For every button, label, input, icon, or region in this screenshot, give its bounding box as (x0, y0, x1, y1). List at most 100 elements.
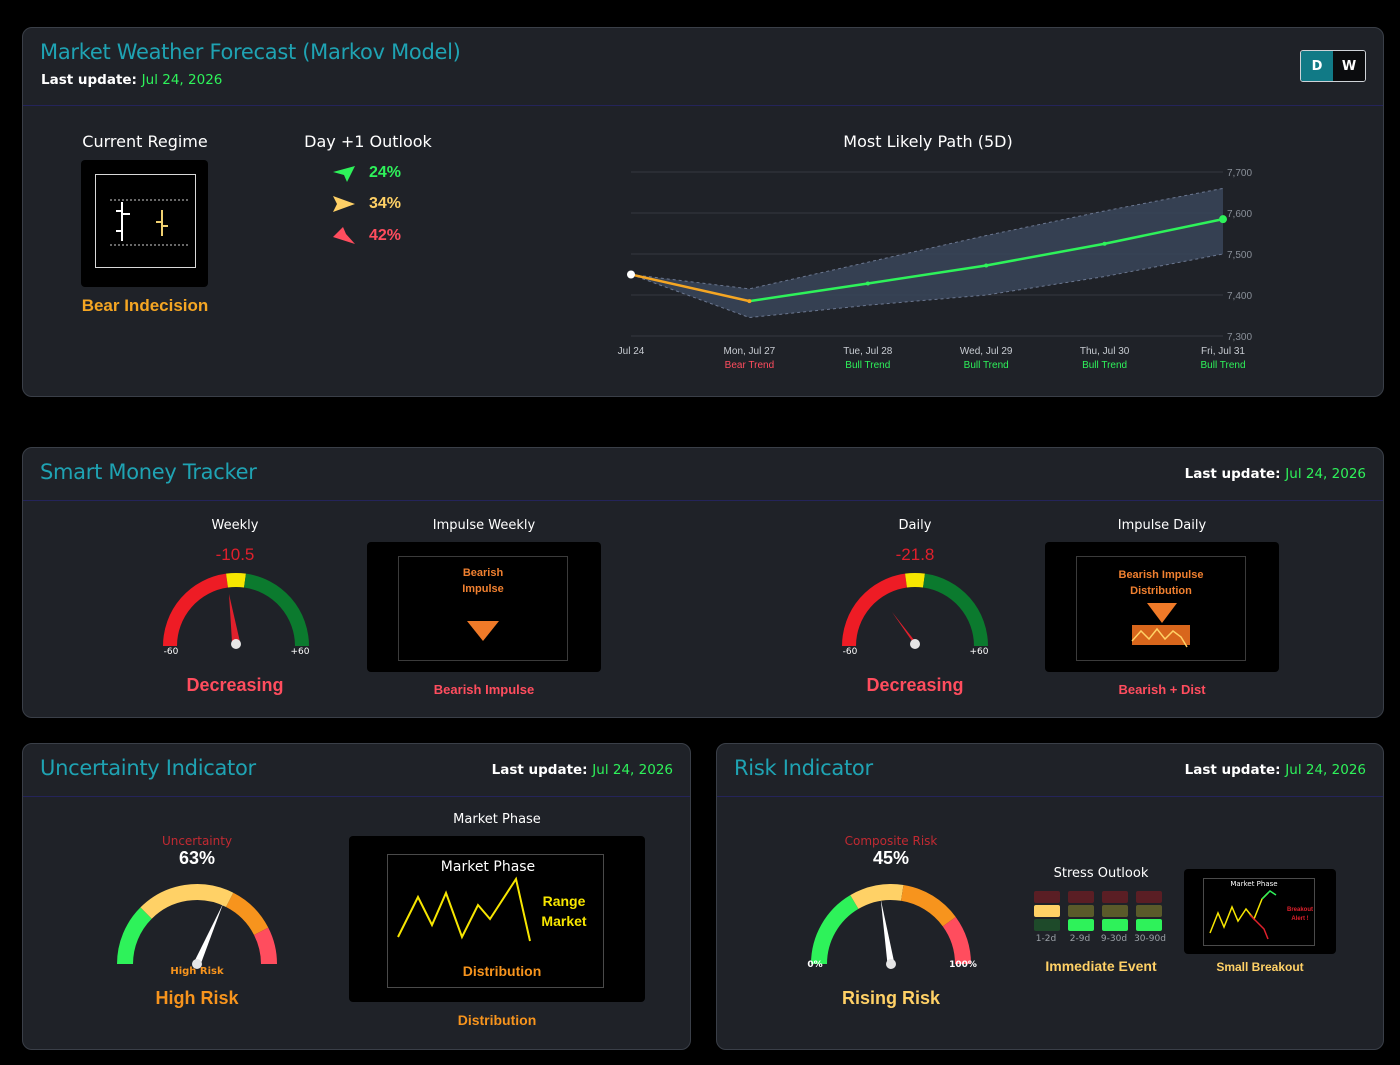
risk-status: Rising Risk (841, 988, 941, 1008)
weekly-max: +60 (290, 647, 310, 657)
path-point (1102, 241, 1107, 246)
path-segment (1104, 217, 1224, 245)
forecast-update: Last update: Jul 24, 2026 (41, 72, 223, 88)
risk-card: Risk Indicator Last update: Jul 24, 2026… (716, 743, 1384, 1050)
regime-label: Bear Trend (725, 360, 774, 371)
weekly-label: Weekly (211, 518, 259, 533)
outlook-down-row: 42% (333, 224, 401, 248)
x-tick-label: Tue, Jul 28 (843, 346, 893, 357)
risk-update: Last update: Jul 24, 2026 (1184, 762, 1366, 778)
y-tick-label: 7,700 (1227, 168, 1252, 179)
stress-status: Immediate Event (1045, 958, 1157, 974)
gauge-segment (811, 895, 859, 965)
impulse-weekly-image: Bearish Impulse (367, 542, 601, 672)
weekly-gauge (163, 572, 309, 649)
weekly-gauge-needle (229, 594, 240, 642)
uncertainty-gauge-label: Uncertainty (161, 834, 233, 848)
forecast-header: Market Weather Forecast (Markov Model) L… (23, 28, 1383, 106)
x-tick-label: Fri, Jul 31 (1201, 346, 1245, 357)
regime-label: Bull Trend (964, 360, 1009, 371)
path-segment (749, 282, 868, 303)
x-tick-label: Mon, Jul 27 (724, 346, 776, 357)
x-tick-label: Wed, Jul 29 (960, 346, 1013, 357)
uncertainty-status: High Risk (155, 988, 239, 1008)
upper-bound-line (630, 187, 1224, 290)
down-triangle-icon (467, 621, 499, 641)
path-segment (867, 264, 987, 285)
gauge-segment (900, 884, 956, 927)
forecast-card: Market Weather Forecast (Markov Model) L… (22, 27, 1384, 397)
daily-status: Decreasing (866, 675, 964, 695)
daily-min: -60 (842, 647, 858, 657)
path-point (747, 299, 752, 304)
path-chart-title: Most Likely Path (5D) (843, 132, 1013, 151)
risk-value: 45% (872, 848, 910, 868)
arrow-down-right-icon (333, 227, 355, 244)
risk-gauge (811, 884, 971, 969)
regime-label: Bull Trend (1200, 360, 1245, 371)
smart-money-title: Smart Money Tracker (40, 460, 257, 484)
uncertainty-title: Uncertainty Indicator (40, 756, 256, 780)
uncertainty-gauge (117, 884, 277, 969)
uncertainty-value: 63% (178, 848, 216, 868)
uncertainty-zone-label: High Risk (170, 966, 224, 977)
outlook-title: Day +1 Outlook (304, 132, 432, 151)
impulse-daily-label: Impulse Daily (1117, 518, 1207, 533)
path-point (865, 281, 870, 286)
daily-value: -21.8 (895, 545, 935, 564)
path-point (984, 263, 989, 268)
y-tick-label: 7,400 (1227, 291, 1252, 302)
toggle-daily-button[interactable]: D (1301, 51, 1333, 81)
path-point (1219, 215, 1227, 224)
regime-title: Current Regime (82, 132, 208, 151)
market-phase-label: Market Phase (453, 812, 541, 827)
breakout-image: Market Phase Breakout Alert ! (1184, 869, 1336, 954)
weekly-min: -60 (163, 647, 179, 657)
uncertainty-header: Uncertainty Indicator Last update: Jul 2… (23, 744, 690, 797)
daily-gauge (842, 572, 988, 649)
stress-outlook-grid (1034, 891, 1162, 931)
market-phase-status: Distribution (457, 1012, 537, 1028)
uncertainty-update: Last update: Jul 24, 2026 (491, 762, 673, 778)
stress-col-1: 1-2d (1035, 934, 1057, 944)
gauge-segment (117, 907, 152, 965)
risk-gauge-needle (880, 898, 895, 965)
regime-value: Bear Indecision (81, 296, 209, 315)
gauge-hub (886, 959, 896, 969)
gauge-segment (850, 884, 904, 910)
impulse-daily-image: Bearish Impulse Distribution (1045, 542, 1279, 672)
weekly-status: Decreasing (186, 675, 284, 695)
forecast-update-date: Jul 24, 2026 (141, 72, 223, 88)
stress-col-4: 30-90d (1134, 934, 1166, 944)
risk-gauge-label: Composite Risk (844, 834, 938, 848)
uncertainty-card: Uncertainty Indicator Last update: Jul 2… (22, 743, 691, 1050)
regime-image (81, 160, 208, 287)
gauge-segment (253, 927, 277, 965)
risk-title: Risk Indicator (734, 756, 873, 780)
risk-max: 100% (949, 960, 977, 970)
gauge-segment (942, 916, 971, 965)
breakout-status: Small Breakout (1216, 960, 1304, 974)
outlook-up-row: 24% (333, 161, 401, 185)
path-point (627, 270, 635, 279)
stress-col-2: 2-9d (1069, 934, 1091, 944)
arrow-right-icon (333, 196, 355, 212)
toggle-weekly-button[interactable]: W (1333, 51, 1365, 81)
breakout-chart-icon (1209, 890, 1277, 940)
path-segment (630, 273, 750, 303)
y-tick-label: 7,500 (1227, 250, 1252, 261)
y-tick-label: 7,300 (1227, 332, 1252, 343)
impulse-weekly-label: Impulse Weekly (432, 518, 536, 533)
smart-money-header: Smart Money Tracker Last update: Jul 24,… (23, 448, 1383, 501)
risk-min: 0% (807, 960, 823, 970)
path-segment (985, 242, 1105, 267)
x-tick-label: Thu, Jul 30 (1080, 346, 1130, 357)
distribution-icon (1131, 603, 1190, 648)
gauge-hub (192, 959, 202, 969)
gauge-segment (225, 892, 269, 936)
market-phase-image: Market Phase Range Market Distribution (349, 836, 645, 1002)
impulse-weekly-status: Bearish Impulse (433, 682, 535, 697)
timeframe-toggle: D W (1300, 50, 1366, 82)
weekly-value: -10.5 (215, 545, 255, 564)
outlook-up-pct: 24% (369, 164, 402, 181)
